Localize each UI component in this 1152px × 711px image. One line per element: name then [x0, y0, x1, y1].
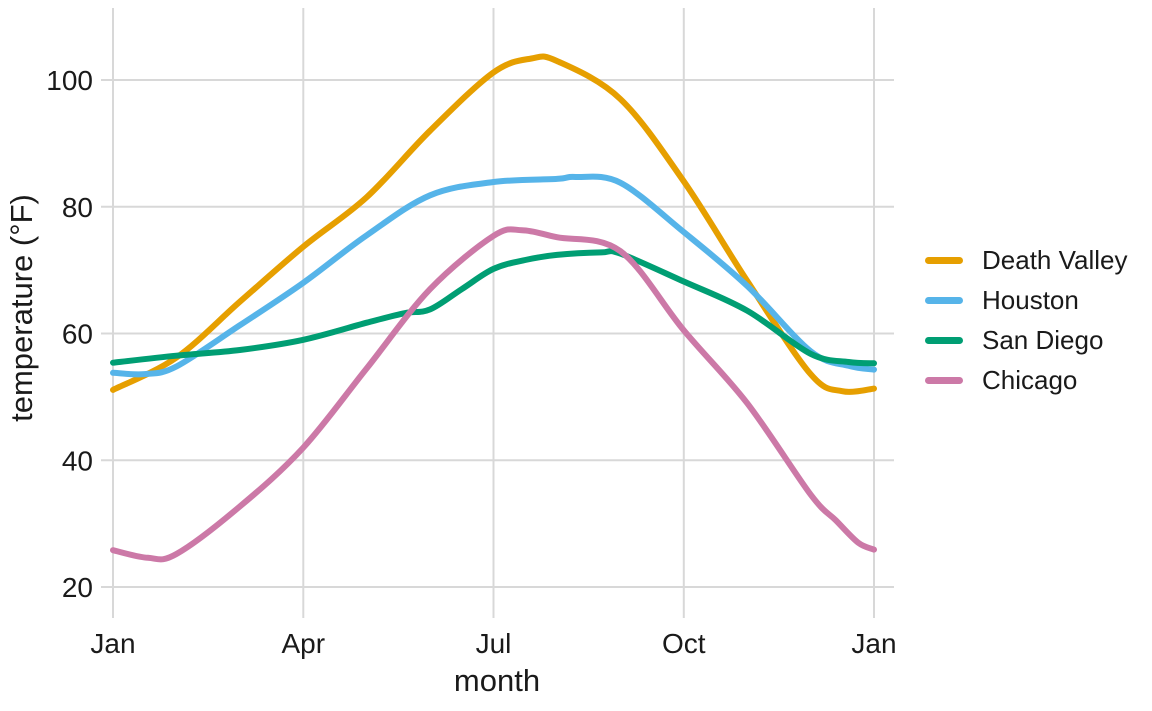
y-tick-label: 20 — [62, 572, 93, 603]
series-line-san-diego — [110, 248, 877, 367]
legend: Death Valley Houston San Diego Chicago — [925, 243, 1128, 397]
legend-swatch-chicago — [925, 376, 963, 384]
legend-swatch-san-diego — [925, 336, 963, 344]
series-line-chicago — [110, 226, 877, 563]
x-tick-label: Jul — [476, 628, 512, 659]
legend-label-chicago: Chicago — [982, 364, 1078, 395]
x-tick-label: Jan — [90, 628, 135, 659]
legend-item-houston: Houston — [925, 283, 1128, 317]
y-tick-label: 80 — [62, 192, 93, 223]
x-tick-label: Oct — [662, 628, 706, 659]
legend-swatch-death-valley — [925, 256, 963, 264]
legend-swatch-houston — [925, 296, 963, 304]
x-tick-label: Apr — [282, 628, 326, 659]
y-axis-title: temperature (°F) — [4, 194, 39, 422]
legend-item-death-valley: Death Valley — [925, 243, 1128, 277]
legend-label-death-valley: Death Valley — [982, 244, 1128, 275]
y-tick-label: 60 — [62, 319, 93, 350]
y-tick-label: 40 — [62, 445, 93, 476]
series-lines — [110, 53, 877, 563]
y-tick-label: 100 — [46, 65, 93, 96]
tick-labels: 20 40 60 80 100 Jan Apr Jul Oct Jan — [46, 65, 896, 659]
legend-item-chicago: Chicago — [925, 363, 1128, 397]
gridlines — [101, 8, 894, 618]
x-axis-title: month — [453, 663, 541, 698]
legend-label-san-diego: San Diego — [982, 324, 1104, 355]
legend-label-houston: Houston — [982, 284, 1079, 315]
x-tick-label: Jan — [851, 628, 896, 659]
legend-item-san-diego: San Diego — [925, 323, 1128, 357]
series-line-houston — [110, 173, 877, 378]
